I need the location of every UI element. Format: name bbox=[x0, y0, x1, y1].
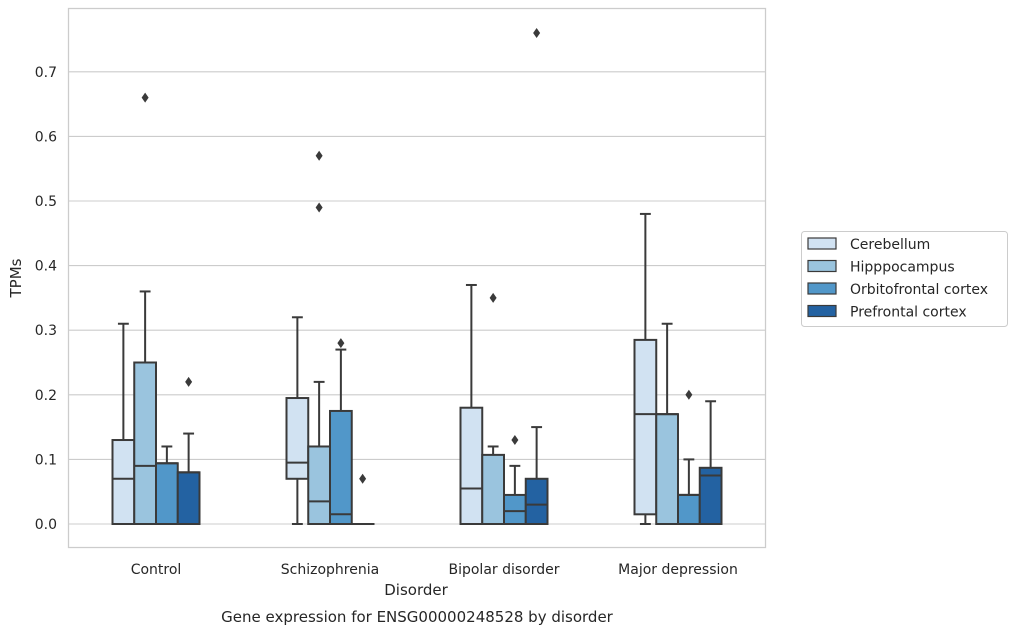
box-cerebellum bbox=[633, 212, 658, 525]
outlier-point bbox=[533, 28, 541, 39]
outlier-point bbox=[359, 473, 367, 484]
box-body bbox=[307, 445, 331, 526]
y-tick-label: 0.3 bbox=[35, 323, 57, 339]
box-cerebellum bbox=[459, 283, 484, 525]
box-orbitofrontal-cortex bbox=[155, 445, 179, 525]
box-cerebellum bbox=[285, 316, 310, 525]
gridlines bbox=[69, 71, 765, 525]
box-body bbox=[329, 409, 353, 526]
y-tick-label: 0.7 bbox=[35, 65, 57, 81]
box-orbitofrontal-cortex bbox=[503, 464, 527, 525]
outlier-point bbox=[489, 292, 497, 303]
box-prefrontal-cortex bbox=[698, 400, 723, 526]
outliers bbox=[141, 28, 693, 484]
outlier-point bbox=[511, 435, 519, 446]
legend-label: Orbitofrontal cortex bbox=[850, 282, 988, 298]
x-axis-label: Disorder bbox=[384, 581, 448, 599]
boxes bbox=[111, 212, 723, 526]
legend-frame bbox=[801, 231, 1008, 327]
chart-caption: Gene expression for ENSG00000248528 by d… bbox=[221, 608, 614, 626]
outlier-point bbox=[685, 389, 693, 400]
box-body bbox=[633, 338, 658, 516]
x-tick-label: Bipolar disorder bbox=[448, 562, 559, 578]
box-body bbox=[481, 453, 505, 525]
outlier-point bbox=[315, 150, 323, 161]
box-body bbox=[459, 406, 484, 525]
y-tick-label: 0.6 bbox=[35, 129, 57, 145]
box-body bbox=[677, 493, 701, 525]
box-body bbox=[524, 477, 549, 525]
y-tick-label: 0.1 bbox=[35, 452, 57, 468]
box-body bbox=[133, 361, 157, 525]
legend-swatch bbox=[807, 259, 837, 273]
box-prefrontal-cortex bbox=[524, 426, 549, 525]
y-axis-label: TPMs bbox=[7, 258, 25, 298]
box-orbitofrontal-cortex bbox=[329, 348, 353, 526]
outlier-point bbox=[337, 338, 345, 349]
box-body bbox=[698, 466, 723, 526]
outlier-point bbox=[185, 376, 193, 387]
y-tick-label: 0.0 bbox=[35, 517, 57, 533]
legend-swatch bbox=[807, 282, 837, 295]
box-hipppocampus bbox=[481, 445, 505, 525]
x-tick-label: Control bbox=[131, 562, 182, 578]
box-hipppocampus bbox=[307, 380, 331, 526]
outlier-point bbox=[141, 92, 149, 103]
legend-label: Cerebellum bbox=[850, 237, 930, 253]
x-tick-label: Schizophrenia bbox=[281, 562, 379, 578]
box-orbitofrontal-cortex bbox=[677, 458, 701, 525]
x-tick-label: Major depression bbox=[618, 562, 738, 578]
box-hipppocampus bbox=[133, 290, 157, 525]
legend-swatch bbox=[807, 237, 837, 250]
box-body bbox=[285, 397, 310, 480]
y-tick-label: 0.2 bbox=[35, 388, 57, 404]
box-cerebellum bbox=[111, 322, 136, 525]
y-axis-ticks: 0.0 0.1 0.2 0.3 0.4 0.5 0.6 0.7 bbox=[35, 65, 57, 533]
box-body bbox=[655, 413, 679, 525]
outlier-point bbox=[315, 202, 323, 213]
box-body bbox=[503, 493, 527, 525]
box-body bbox=[111, 439, 136, 525]
box-hipppocampus bbox=[655, 322, 679, 525]
box-body bbox=[176, 471, 201, 526]
x-axis-ticks: Control Schizophrenia Bipolar disorder Majo… bbox=[131, 562, 738, 578]
box-body bbox=[155, 462, 179, 525]
legend-label: Hipppocampus bbox=[850, 260, 955, 276]
box-prefrontal-cortex bbox=[176, 432, 201, 526]
plot-frame bbox=[67, 7, 767, 549]
legend-label: Prefrontal cortex bbox=[850, 305, 967, 321]
y-tick-label: 0.5 bbox=[35, 194, 57, 210]
legend-swatch bbox=[807, 304, 837, 318]
y-tick-label: 0.4 bbox=[35, 259, 57, 275]
legend: Cerebellum Hipppocampus Orbitofrontal cort… bbox=[801, 231, 1008, 327]
